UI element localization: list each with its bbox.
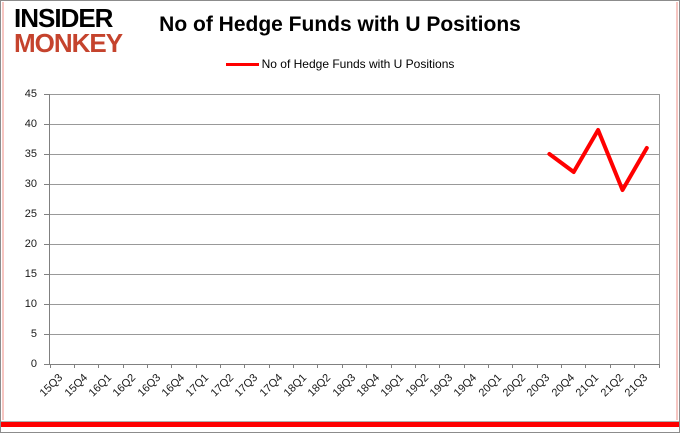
x-tick-mark [73, 364, 75, 368]
x-tick-label: 16Q3 [135, 371, 163, 400]
gridline [50, 184, 659, 185]
x-tick-label: 15Q4 [62, 371, 90, 400]
x-tick-mark [634, 364, 636, 368]
y-tick-label: 40 [24, 118, 37, 130]
x-tick-label: 17Q1 [184, 371, 212, 400]
x-tick-label: 20Q2 [500, 371, 529, 400]
left-accent-border [2, 2, 4, 420]
logo-text-monkey: MONKEY [14, 28, 123, 58]
x-tick-mark [98, 364, 100, 368]
x-tick-mark [414, 364, 416, 368]
x-tick-mark [341, 364, 343, 368]
y-axis: 0 5 10 15 20 25 30 35 40 45 [1, 88, 49, 370]
x-tick-mark [220, 364, 222, 368]
y-tick-label: 35 [24, 148, 37, 160]
x-tick-label: 19Q1 [378, 371, 407, 400]
y-tick-mark [44, 213, 49, 215]
y-tick-label: 10 [24, 298, 37, 310]
x-tick-mark [439, 364, 441, 368]
y-tick-mark [44, 243, 49, 245]
x-tick-label: 16Q2 [110, 371, 139, 400]
y-tick-mark [44, 183, 49, 185]
line-series [547, 128, 649, 192]
legend: No of Hedge Funds with U Positions [1, 57, 679, 71]
x-axis: 15Q3 15Q4 16Q1 16Q2 16Q3 16Q4 17Q1 17Q2 17Q3 17Q4… [38, 365, 658, 420]
bottom-red-bar [1, 421, 679, 427]
x-tick-label: 21Q1 [573, 371, 602, 400]
y-tick-mark [44, 123, 49, 125]
y-tick-label: 15 [24, 268, 37, 280]
gridline [50, 214, 659, 215]
gridline [50, 154, 659, 155]
gridline [50, 244, 659, 245]
y-tick-label: 25 [24, 208, 37, 220]
insider-monkey-logo: INSIDER MONKEY [14, 3, 123, 58]
x-tick-mark [268, 364, 270, 368]
x-tick-label: 18Q1 [281, 371, 310, 400]
x-tick-mark [561, 364, 563, 368]
x-tick-label: 17Q4 [257, 371, 285, 400]
logo-text-insider: INSIDER [14, 3, 113, 33]
x-tick-mark [487, 364, 489, 368]
x-tick-label: 18Q3 [330, 371, 358, 400]
x-tick-label: 18Q2 [305, 371, 334, 400]
y-tick-label: 5 [30, 328, 37, 340]
x-tick-mark [658, 364, 660, 368]
chart-title: No of Hedge Funds with U Positions [159, 13, 521, 36]
x-tick-label: 21Q2 [598, 371, 626, 400]
x-tick-mark [195, 364, 197, 368]
y-tick-mark [44, 333, 49, 335]
x-tick-label: 16Q4 [159, 371, 188, 400]
y-tick-mark [44, 363, 49, 365]
y-tick-mark [44, 93, 49, 95]
x-tick-label: 21Q3 [622, 371, 651, 400]
x-tick-label: 16Q1 [86, 371, 115, 400]
x-tick-mark [536, 364, 538, 368]
x-tick-mark [317, 364, 319, 368]
x-tick-mark [49, 364, 51, 368]
x-tick-mark [244, 364, 246, 368]
y-tick-mark [44, 303, 49, 305]
x-tick-mark [512, 364, 514, 368]
x-tick-label: 15Q3 [37, 371, 66, 400]
gridline [50, 274, 659, 275]
y-tick-label: 30 [24, 178, 37, 190]
x-tick-mark [366, 364, 368, 368]
x-tick-label: 20Q3 [525, 371, 553, 400]
x-tick-mark [146, 364, 148, 368]
x-tick-label: 19Q4 [452, 371, 480, 400]
legend-line-swatch [225, 62, 259, 66]
gridlines [50, 94, 659, 364]
x-tick-mark [293, 364, 295, 368]
y-tick-mark [44, 273, 49, 275]
y-tick-label: 0 [30, 358, 37, 370]
x-tick-mark [171, 364, 173, 368]
plot-area [49, 94, 660, 368]
gridline [50, 94, 659, 95]
series-polyline [547, 128, 649, 192]
x-tick-label: 20Q4 [549, 371, 577, 400]
y-tick-label: 45 [24, 88, 37, 100]
x-tick-label: 18Q4 [354, 371, 383, 400]
x-tick-label: 17Q2 [208, 371, 236, 400]
x-tick-mark [463, 364, 465, 368]
gridline [50, 124, 659, 125]
x-tick-label: 19Q3 [427, 371, 456, 400]
x-tick-mark [585, 364, 587, 368]
y-tick-label: 20 [24, 238, 37, 250]
gridline [50, 334, 659, 335]
x-tick-mark [122, 364, 124, 368]
x-tick-mark [390, 364, 392, 368]
x-tick-label: 17Q3 [232, 371, 261, 400]
legend-label: No of Hedge Funds with U Positions [261, 57, 455, 71]
x-tick-mark [609, 364, 611, 368]
x-tick-label: 20Q1 [476, 371, 504, 400]
y-tick-mark [44, 153, 49, 155]
gridline [50, 304, 659, 305]
right-accent-border [676, 2, 678, 420]
x-tick-label: 19Q2 [403, 371, 431, 400]
